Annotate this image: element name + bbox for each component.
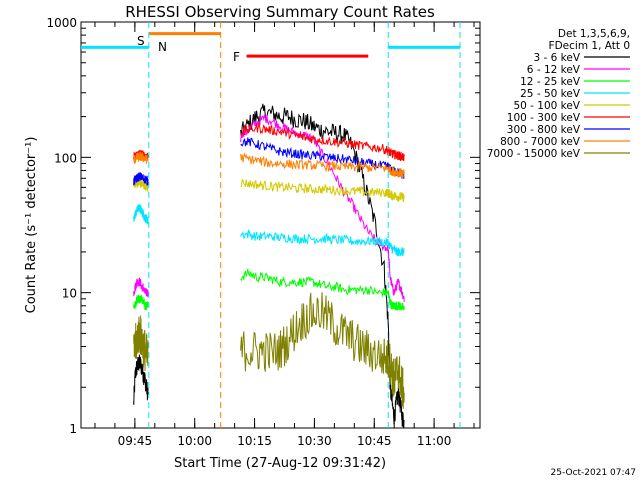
annotation-f: F <box>233 50 240 64</box>
chart-title: RHESSI Observing Summary Count Rates <box>125 3 435 21</box>
legend-label: 12 - 25 keV <box>520 76 581 88</box>
legend-header-line: FDecim 1, Att 0 <box>549 40 630 52</box>
legend-label: 800 - 7000 keV <box>500 136 581 148</box>
legend: Det 1,3,5,6,9,FDecim 1, Att 03 - 6 keV6 … <box>487 28 630 160</box>
series-group <box>133 103 405 429</box>
legend-label: 100 - 300 keV <box>507 112 581 124</box>
state-bars <box>81 32 461 58</box>
series-line-100-300-kev <box>133 122 405 162</box>
y-tick-label: 1000 <box>46 16 77 30</box>
state-boundaries <box>148 22 461 428</box>
legend-label: 6 - 12 keV <box>527 64 581 76</box>
legend-label: 25 - 50 keV <box>520 88 581 100</box>
y-axis-label: Count Rate (s⁻¹ detector⁻¹) <box>24 137 39 314</box>
timestamp: 25-Oct-2021 07:47 <box>551 468 636 478</box>
y-axis: 1 10 100 1000 <box>46 16 480 436</box>
series-line-7000-15000-kev <box>133 292 405 409</box>
x-tick-label: 10:00 <box>177 434 212 448</box>
series-line-6-12-kev <box>133 114 405 302</box>
x-tick-label: 10:45 <box>357 434 392 448</box>
series-line-300-800-kev <box>133 137 405 186</box>
legend-label: 3 - 6 keV <box>533 52 580 64</box>
y-tick-label: 100 <box>54 151 77 165</box>
x-tick-label: 09:45 <box>118 434 153 448</box>
series-line-800-7000-kev <box>133 150 405 178</box>
legend-label: 50 - 100 keV <box>513 100 580 112</box>
x-tick-label: 10:30 <box>297 434 332 448</box>
state-annotations: S N F <box>137 34 240 64</box>
legend-header-line: Det 1,3,5,6,9, <box>558 28 630 40</box>
annotation-n: N <box>158 40 167 54</box>
y-tick-label: 10 <box>62 287 77 301</box>
x-tick-label: 11:00 <box>417 434 452 448</box>
x-tick-label: 10:15 <box>237 434 272 448</box>
x-axis: 09:45 10:00 10:15 10:30 10:45 11:00 <box>94 22 475 448</box>
y-tick-label: 1 <box>69 422 77 436</box>
x-axis-label: Start Time (27-Aug-12 09:31:42) <box>174 456 386 471</box>
legend-label: 7000 - 15000 keV <box>487 148 581 160</box>
series-line-3-6-kev <box>133 103 405 429</box>
legend-label: 300 - 800 keV <box>507 124 581 136</box>
series-line-12-25-kev <box>133 268 405 311</box>
annotation-s: S <box>137 34 145 48</box>
series-line-25-50-kev <box>133 204 405 257</box>
plot-frame <box>80 21 481 429</box>
